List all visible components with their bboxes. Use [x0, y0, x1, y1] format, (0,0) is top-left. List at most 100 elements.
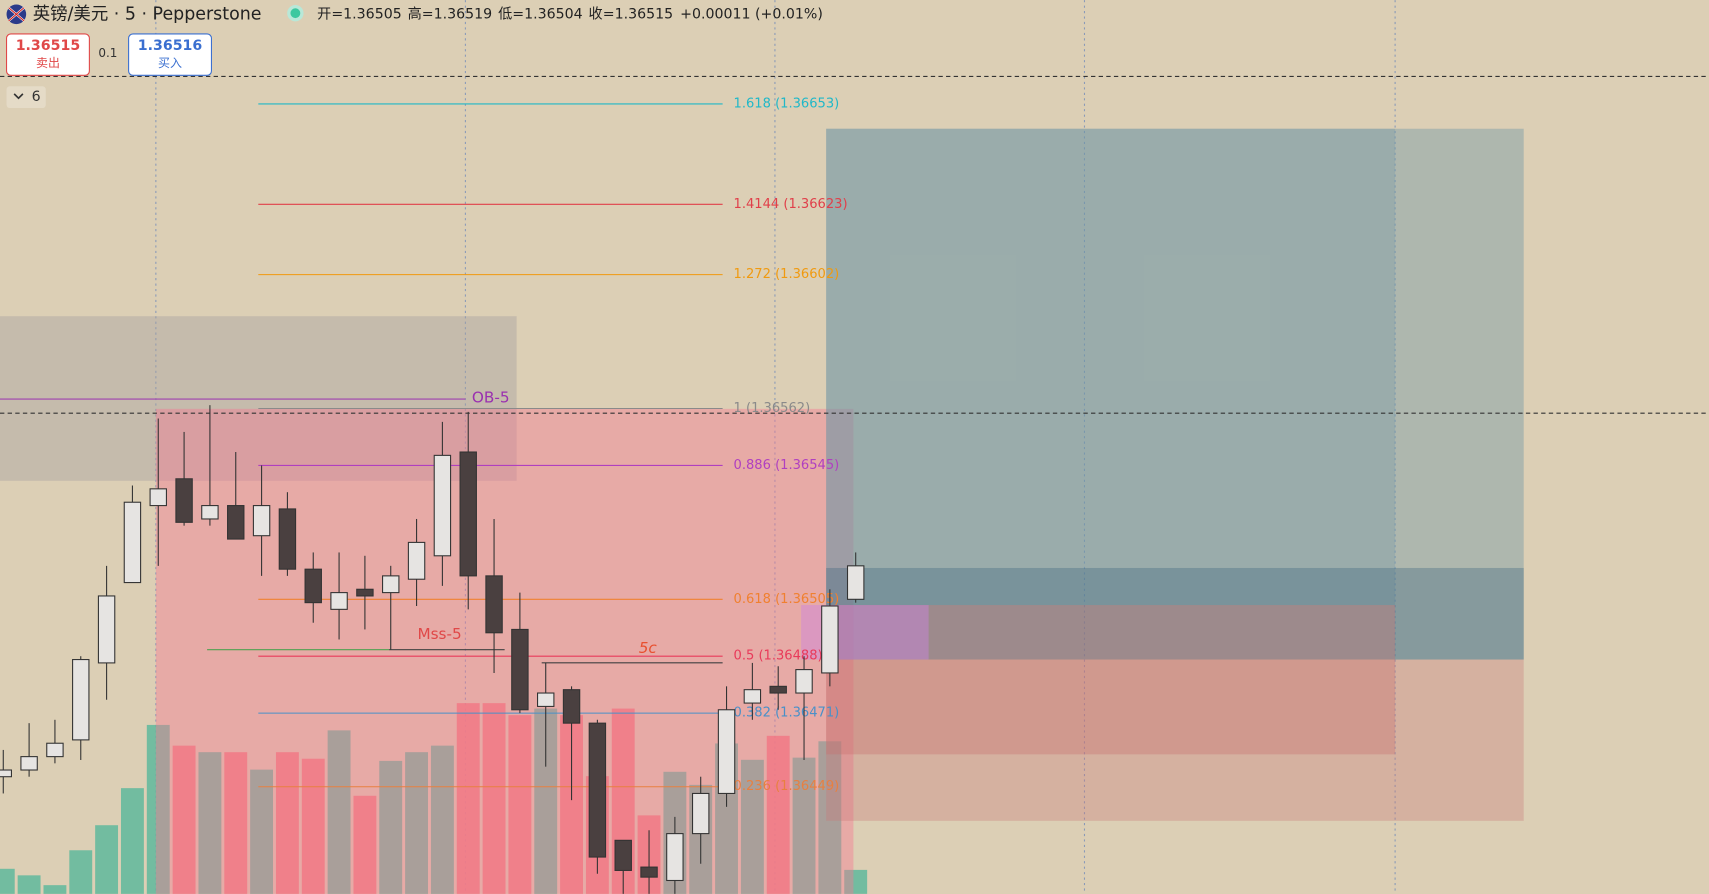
chevron-icon [13, 93, 24, 100]
volume-bar [198, 752, 222, 894]
ob-label: OB-5 [472, 388, 510, 406]
target-zone [826, 128, 1396, 606]
candle-body [433, 454, 452, 557]
candle-body [46, 742, 64, 758]
candle-body [562, 689, 581, 724]
volume-bar [172, 745, 196, 894]
candle-body [227, 505, 245, 540]
indicator-toggle[interactable] [6, 86, 46, 109]
mss-label: Mss-5 [417, 625, 461, 643]
candle-body [846, 565, 865, 600]
range-zone [155, 408, 854, 894]
candle-body [201, 505, 219, 520]
flag-icon [8, 7, 25, 22]
volume-bar [740, 759, 764, 894]
candle-body [72, 659, 90, 741]
fib-label: 1.272 (1.36602) [734, 267, 840, 282]
fib-label: 0.886 (1.36545) [734, 458, 840, 473]
volume-bar [146, 724, 170, 894]
vertical-grid [155, 0, 1396, 894]
candle-body [821, 605, 839, 674]
candle-body [20, 756, 38, 771]
volume-bar [560, 715, 584, 894]
candle-layer [0, 405, 865, 894]
volume-bar [250, 769, 274, 894]
volume-bar [379, 760, 403, 894]
volume-bar [120, 788, 144, 894]
volume-bar [534, 708, 558, 894]
candle-body [717, 709, 736, 794]
fib-label: 0.618 (1.36505) [734, 592, 840, 607]
volume-bar [353, 795, 377, 894]
candle-body [123, 501, 142, 584]
volume-bar [508, 715, 532, 894]
stop-zone [826, 659, 1524, 821]
candle-body [382, 575, 400, 594]
sell-price: 1.36515 [16, 38, 80, 54]
volume-bar [224, 752, 248, 894]
fib-label: 1.4144 (1.36623) [734, 197, 848, 212]
candle-body [588, 722, 607, 858]
indicator-count: 6 [32, 89, 41, 105]
volume-bar [301, 758, 325, 894]
status-dot [287, 5, 304, 22]
buy-price: 1.36516 [138, 38, 203, 54]
candle-body [407, 541, 426, 580]
candle-body [356, 588, 374, 597]
volume-bar [95, 825, 119, 894]
candle-body [537, 692, 555, 707]
volume-bar [69, 850, 93, 894]
fib-label: 0.382 (1.36471) [734, 706, 840, 721]
header: 英镑/美元 · 5 · Pepperstone 开=1.36505 高=1.36… [5, 4, 823, 109]
candle-body [459, 451, 477, 577]
fib-label: 1.618 (1.36653) [734, 96, 840, 111]
volume-bar [275, 752, 299, 894]
volume-bar [43, 885, 67, 894]
candle-body [175, 478, 193, 523]
volume-bar [792, 757, 816, 894]
volume-bar [430, 745, 454, 894]
wave-label: 5c [639, 639, 658, 657]
fib-layer: 1.618 (1.36653) 1.4144 (1.36623) 1.272 (1.… [258, 96, 848, 794]
volume-bar [482, 703, 506, 894]
open: 开=1.36505 [317, 6, 402, 22]
high: 高=1.36519 [408, 5, 493, 22]
target-zone [826, 128, 1524, 660]
spread: 0.1 [98, 46, 117, 60]
volume-bar [818, 741, 842, 894]
volume-bar [0, 868, 15, 894]
change: +0.00011 (+0.01%) [680, 6, 823, 22]
candle-body [795, 669, 813, 694]
fib-label: 1 (1.36562) [734, 401, 811, 416]
candle-body [743, 689, 762, 704]
sell-label: 卖出 [36, 56, 60, 70]
fib-label: 0.5 (1.36488) [734, 649, 823, 664]
stop-zone [826, 605, 1396, 755]
symbol[interactable]: 英镑/美元 · 5 · Pepperstone [33, 4, 262, 24]
fib-label: 0.236 (1.36449) [734, 779, 840, 794]
candle-body [278, 508, 297, 570]
buy-label: 买入 [158, 56, 182, 70]
volume-bar [327, 730, 351, 894]
candle-body [666, 833, 684, 882]
candle-body [485, 575, 503, 634]
entry-zone [826, 567, 1524, 660]
candle-body [640, 866, 658, 878]
candle-body [769, 685, 787, 694]
volume-bar [844, 869, 868, 894]
sell-button[interactable] [5, 33, 90, 76]
volume-bar [405, 752, 429, 894]
candle-body [149, 488, 167, 507]
volume-bar [456, 703, 480, 894]
low: 低=1.36504 [498, 6, 583, 22]
candle-body [304, 568, 322, 604]
candle-body [511, 628, 529, 711]
volume-bar [766, 735, 790, 894]
candle-body [252, 505, 271, 537]
buy-button[interactable] [128, 33, 212, 76]
candle-body [0, 769, 12, 778]
candle-body [97, 595, 116, 664]
